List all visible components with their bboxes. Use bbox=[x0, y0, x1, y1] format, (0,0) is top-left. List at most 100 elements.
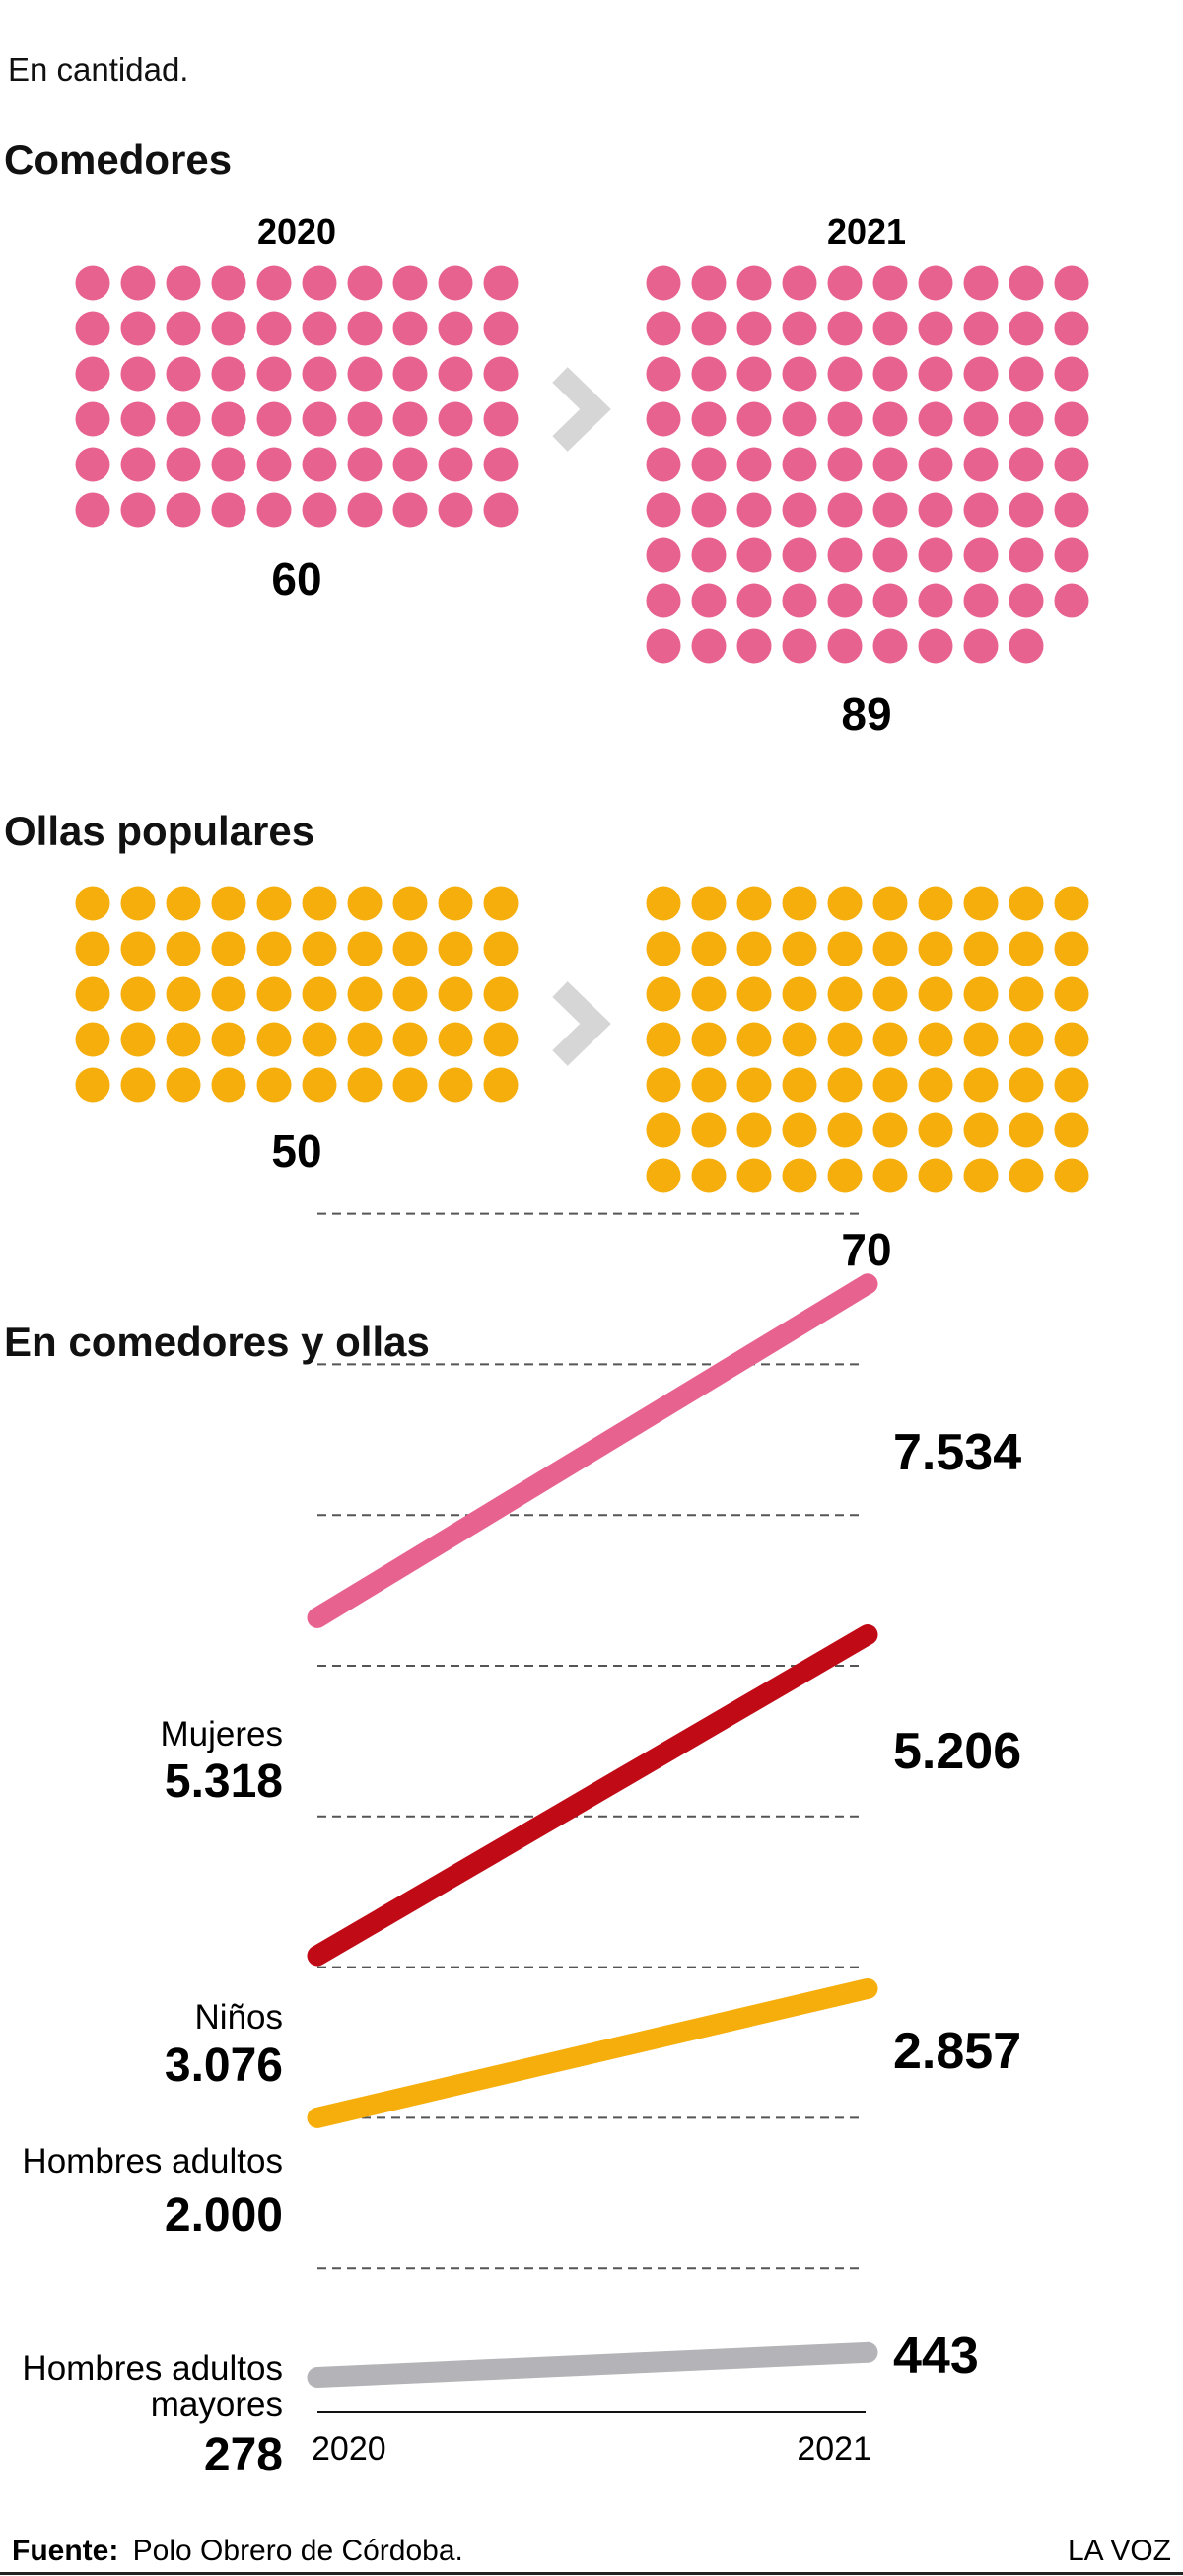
label-ninos-2020: 3.076 bbox=[165, 2039, 283, 2092]
comedores-2020-dot bbox=[120, 356, 156, 392]
label-ninos-2021: 5.206 bbox=[893, 1723, 1021, 1780]
ollas-2020-dot bbox=[166, 1067, 201, 1103]
ollas-2020-dot bbox=[483, 976, 519, 1012]
footer-source-text: Polo Obrero de Córdoba. bbox=[133, 2535, 463, 2567]
comedores-2021-dot bbox=[646, 492, 681, 528]
ollas-2021-dot bbox=[918, 1067, 953, 1103]
comedores-2021-dot bbox=[736, 628, 772, 664]
comedores-2020-dot bbox=[166, 492, 201, 528]
comedores-2021-dot bbox=[736, 401, 772, 437]
ollas-2021-dot bbox=[782, 1067, 817, 1103]
comedores-2021-dot bbox=[736, 492, 772, 528]
comedores-2020-dot bbox=[347, 447, 383, 482]
ollas-2020-dot bbox=[483, 886, 519, 921]
ollas-2020-dot bbox=[211, 976, 246, 1012]
comedores-2020-dot bbox=[392, 311, 428, 346]
ollas-2021-dot bbox=[646, 1067, 681, 1103]
comedores-2020-dot bbox=[256, 311, 292, 346]
comedores-2020-dot bbox=[256, 265, 292, 301]
ollas-2021-dot bbox=[782, 1112, 817, 1148]
ollas-2020-dot bbox=[302, 1022, 337, 1057]
comedores-2021-dot bbox=[782, 401, 817, 437]
ollas-2020-dot bbox=[392, 1022, 428, 1057]
comedores-2020-dot bbox=[256, 401, 292, 437]
comedores-2020-dot bbox=[438, 265, 473, 301]
ollas-2021-dot bbox=[646, 886, 681, 921]
comedores-2020-dot bbox=[75, 492, 110, 528]
ollas-value-2020: 50 bbox=[271, 1125, 321, 1177]
comedores-2021-dot bbox=[1054, 447, 1089, 482]
ollas-2020-dot bbox=[75, 886, 110, 921]
comedores-2020-dot bbox=[120, 447, 156, 482]
comedores-2021-dot bbox=[1009, 447, 1044, 482]
ollas-2020-dot bbox=[256, 976, 292, 1012]
ollas-2020-dot bbox=[120, 1022, 156, 1057]
ollas-2021-dot bbox=[827, 931, 863, 966]
footer-brand: LA VOZ bbox=[1068, 2535, 1171, 2567]
ollas-2020-dot bbox=[75, 976, 110, 1012]
comedores-2021-dot bbox=[827, 537, 863, 573]
comedores-2021-dot bbox=[827, 356, 863, 392]
ollas-2021-dot bbox=[872, 1158, 908, 1193]
comedores-2021-dot bbox=[827, 401, 863, 437]
comedores-2021-dot bbox=[691, 401, 727, 437]
ollas-2021-dot bbox=[691, 931, 727, 966]
comedores-2021-dot bbox=[872, 265, 908, 301]
comedores-2020-dot bbox=[211, 447, 246, 482]
series-lines bbox=[307, 1273, 878, 2389]
comedores-2021-dot bbox=[782, 311, 817, 346]
comedores-2021-dot bbox=[691, 356, 727, 392]
ollas-2021-dot bbox=[963, 1022, 999, 1057]
ollas-2021-dot bbox=[872, 931, 908, 966]
ollas-2020-dot bbox=[347, 931, 383, 966]
comedores-2020-dot bbox=[211, 356, 246, 392]
series-line-hombres bbox=[307, 1977, 878, 2128]
comedores-2021-dot bbox=[1009, 401, 1044, 437]
series-line-ninos bbox=[307, 1624, 878, 1967]
ollas-2021-dot bbox=[691, 1067, 727, 1103]
comedores-2020-dot bbox=[166, 447, 201, 482]
ollas-2020-dot bbox=[347, 1067, 383, 1103]
comedores-2021-dot bbox=[1009, 628, 1044, 664]
comedores-2021-dot bbox=[736, 447, 772, 482]
comedores-2020-dot bbox=[75, 356, 110, 392]
comedores-2020-dot bbox=[75, 311, 110, 346]
comedores-2021-dot bbox=[827, 447, 863, 482]
ollas-2020-dot bbox=[75, 1067, 110, 1103]
ollas-2021-dot bbox=[918, 1158, 953, 1193]
ollas-2020-dot bbox=[438, 886, 473, 921]
comedores-2020-dot bbox=[392, 265, 428, 301]
ollas-2021-dot bbox=[1054, 1112, 1089, 1148]
comedores-2020-dot bbox=[347, 401, 383, 437]
ollas-2021-dot bbox=[827, 1158, 863, 1193]
ollas-2021-dot bbox=[782, 931, 817, 966]
ollas-2021-dot bbox=[827, 1112, 863, 1148]
comedores-2021-dot bbox=[872, 492, 908, 528]
ollas-2020-dots bbox=[75, 886, 519, 1103]
comedores-2021-dot bbox=[963, 537, 999, 573]
label-hombres-name: Hombres adultos bbox=[22, 2142, 283, 2181]
ollas-2020-dot bbox=[256, 931, 292, 966]
ollas-2021-dot bbox=[827, 1022, 863, 1057]
ollas-2020-dot bbox=[347, 976, 383, 1012]
label-mujeres-2021: 7.534 bbox=[893, 1424, 1021, 1481]
ollas-2020-dot bbox=[483, 1022, 519, 1057]
ollas-2021-dot bbox=[918, 1112, 953, 1148]
comedores-2021-dot bbox=[963, 628, 999, 664]
ollas-2021-dot bbox=[1054, 1022, 1089, 1057]
comedores-2021-dot bbox=[963, 492, 999, 528]
comedores-2021-dot bbox=[1009, 537, 1044, 573]
label-mayores-name-line2: mayores bbox=[151, 2386, 283, 2424]
comedores-2020-dot bbox=[438, 401, 473, 437]
ollas-2020-dot bbox=[75, 1022, 110, 1057]
ollas-2021-dot bbox=[1009, 931, 1044, 966]
ollas-2021-dot bbox=[872, 1022, 908, 1057]
comedores-2021-dot bbox=[782, 628, 817, 664]
comedores-2021-dot bbox=[691, 492, 727, 528]
ollas-2021-dot bbox=[736, 886, 772, 921]
comedores-2020-dot bbox=[75, 401, 110, 437]
comedores-year-2020: 2020 bbox=[257, 211, 336, 251]
comedores-2021-dot bbox=[782, 583, 817, 618]
footer-rule bbox=[0, 2572, 1183, 2575]
